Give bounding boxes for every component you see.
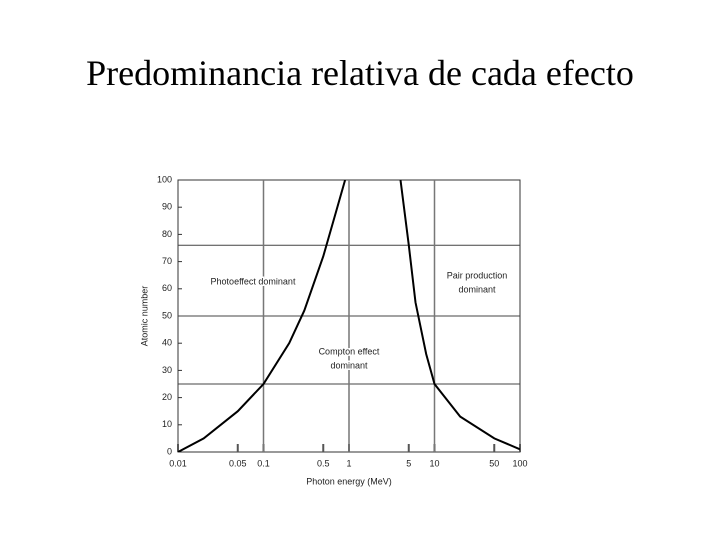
y-tick-label: 20 [162,392,172,402]
y-tick-label: 40 [162,338,172,348]
slide-title: Predominancia relativa de cada efecto [86,53,634,93]
x-tick-label: 5 [406,458,411,468]
x-tick-label: 1 [346,458,351,468]
x-axis-title: Photon energy (MeV) [306,476,392,486]
y-tick-label: 100 [157,174,172,184]
x-tick-label: 0.05 [229,458,247,468]
x-tick-label: 10 [429,458,439,468]
y-tick-label: 70 [162,256,172,266]
curve [178,180,347,452]
y-tick-label: 30 [162,365,172,375]
y-tick-label: 80 [162,229,172,239]
annotation: dominant [458,284,496,294]
x-tick-label: 100 [512,458,527,468]
y-tick-label: 60 [162,283,172,293]
y-tick-label: 0 [167,446,172,456]
annotation: Photoeffect dominant [211,276,296,286]
x-tick-label: 0.5 [317,458,330,468]
annotation: Compton effect [319,346,380,356]
y-tick-label: 50 [162,310,172,320]
curve [399,180,520,451]
x-tick-label: 50 [489,458,499,468]
y-tick-label: 10 [162,419,172,429]
y-tick-label: 90 [162,202,172,212]
y-axis-title: Atomic number [139,286,149,347]
annotation: Pair production [447,270,508,280]
x-tick-label: 0.01 [169,458,187,468]
annotation: dominant [330,360,368,370]
x-tick-label: 0.1 [257,458,270,468]
